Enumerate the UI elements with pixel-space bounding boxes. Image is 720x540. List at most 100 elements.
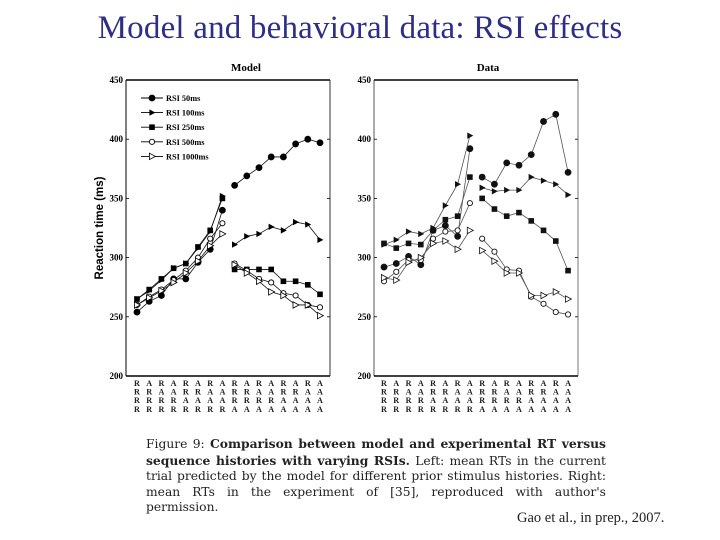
data-point: [540, 118, 547, 125]
chart-title: Model: [231, 62, 261, 74]
y-tick-label: 200: [110, 371, 124, 381]
data-point: [479, 195, 485, 202]
x-tick-label: A: [467, 379, 473, 388]
data-point: [232, 241, 238, 248]
data-point: [255, 164, 263, 172]
data-point: [552, 238, 559, 244]
x-tick-label: A: [244, 405, 250, 414]
x-tick-label: A: [442, 379, 448, 388]
x-tick-label: R: [442, 388, 448, 397]
y-tick-label: 450: [358, 75, 372, 85]
data-point: [553, 180, 560, 188]
x-tick-label: R: [305, 379, 311, 388]
x-tick-label: A: [195, 379, 201, 388]
data-point: [540, 300, 547, 307]
data-point: [182, 275, 190, 283]
x-tick-label: R: [381, 405, 387, 414]
data-point: [455, 180, 462, 188]
x-tick-label: R: [232, 388, 238, 397]
x-tick-label: A: [256, 388, 262, 397]
x-tick-label: R: [381, 396, 387, 405]
data-point: [304, 301, 313, 309]
data-point: [244, 233, 251, 240]
x-tick-label: R: [406, 396, 412, 405]
x-tick-label: A: [280, 405, 286, 414]
x-tick-label: R: [455, 405, 461, 414]
x-tick-label: R: [183, 388, 189, 397]
x-tick-label: R: [280, 388, 286, 397]
x-tick-label: R: [381, 379, 387, 388]
x-tick-label: R: [553, 379, 559, 388]
data-point: [515, 161, 523, 169]
x-tick-label: R: [207, 405, 213, 414]
data-point: [491, 248, 498, 255]
data-point: [479, 246, 487, 255]
data-point: [305, 282, 311, 288]
data-point: [552, 309, 559, 316]
data-point: [393, 245, 400, 251]
x-tick-label: R: [280, 379, 286, 388]
legend-label: RSI 500ms: [166, 138, 205, 147]
data-point: [491, 188, 498, 195]
data-point: [268, 279, 275, 286]
data-point: [478, 173, 486, 181]
data-point: [316, 311, 325, 320]
data-point: [516, 209, 522, 216]
chart-title: Data: [477, 62, 500, 74]
data-point: [305, 221, 312, 228]
data-point: [304, 135, 312, 143]
data-point: [267, 153, 275, 161]
data-point: [207, 227, 213, 234]
x-tick-label: A: [183, 396, 189, 405]
x-tick-label: R: [134, 388, 140, 397]
data-point: [503, 213, 510, 219]
x-tick-label: A: [541, 405, 547, 414]
x-tick-label: R: [146, 405, 152, 414]
x-tick-label: A: [317, 379, 323, 388]
data-point: [503, 159, 511, 167]
x-tick-label: A: [171, 379, 177, 388]
x-tick-label: A: [305, 396, 311, 405]
x-tick-label: R: [268, 396, 274, 405]
data-point: [405, 258, 413, 267]
x-tick-label: A: [442, 396, 448, 405]
data-point: [146, 293, 154, 302]
y-tick-label: 350: [358, 193, 372, 203]
x-tick-label: R: [479, 379, 485, 388]
x-tick-label: A: [418, 388, 424, 397]
data-point: [565, 191, 572, 199]
data-point: [158, 276, 165, 282]
data-point: [418, 241, 424, 248]
x-tick-label: A: [541, 379, 547, 388]
model-chart: Model 200 250 300 350 400 450 Reaction time (ms…: [94, 62, 331, 414]
x-tick-label: A: [504, 405, 510, 414]
x-tick-label: A: [455, 388, 461, 397]
x-tick-label: R: [455, 379, 461, 388]
data-point: [268, 223, 275, 231]
legend-label: RSI 100ms: [166, 109, 205, 118]
data-point: [540, 177, 547, 184]
x-tick-label: R: [171, 396, 177, 405]
data-point: [441, 222, 449, 230]
data-point: [540, 291, 548, 300]
data-point: [392, 260, 400, 267]
x-tick-label: R: [406, 405, 412, 414]
data-point: [133, 301, 142, 309]
data-point: [516, 186, 523, 194]
legend-marker: [149, 124, 155, 130]
y-tick-label: 450: [110, 75, 124, 85]
data-point: [503, 269, 511, 277]
x-tick-label: R: [541, 388, 547, 397]
x-tick-label: R: [244, 388, 250, 397]
legend-marker: [148, 152, 157, 161]
data-point: [466, 226, 475, 235]
x-tick-label: R: [232, 379, 238, 388]
data-point: [491, 180, 498, 188]
data-point: [528, 218, 535, 224]
data-point: [381, 240, 387, 247]
data-point: [491, 257, 499, 266]
data-point: [316, 139, 324, 147]
x-tick-label: A: [268, 388, 274, 397]
x-tick-label: R: [430, 405, 436, 414]
data-point: [442, 228, 449, 235]
